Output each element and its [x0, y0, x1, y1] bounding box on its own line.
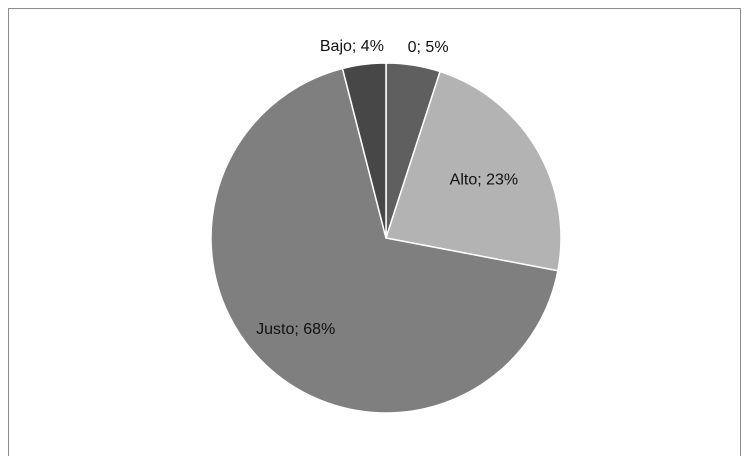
pie-slice-justo — [210, 67, 559, 414]
slice-label-0: 0; 5% — [408, 39, 449, 56]
pie-labels: 0; 5% Alto; 23% Justo; 68% Bajo; 4% — [256, 38, 518, 338]
pie-slice-bajo — [341, 62, 387, 239]
slice-label-bajo: Bajo; 4% — [320, 38, 384, 55]
slice-label-alto: Alto; 23% — [450, 171, 518, 188]
pie-slice-alto — [385, 70, 562, 272]
pie-chart: 0; 5% Alto; 23% Justo; 68% Bajo; 4% — [210, 38, 562, 414]
chart-area: 0; 5% Alto; 23% Justo; 68% Bajo; 4% — [8, 8, 741, 456]
slice-label-justo: Justo; 68% — [256, 321, 335, 338]
pie-slices — [210, 62, 562, 414]
